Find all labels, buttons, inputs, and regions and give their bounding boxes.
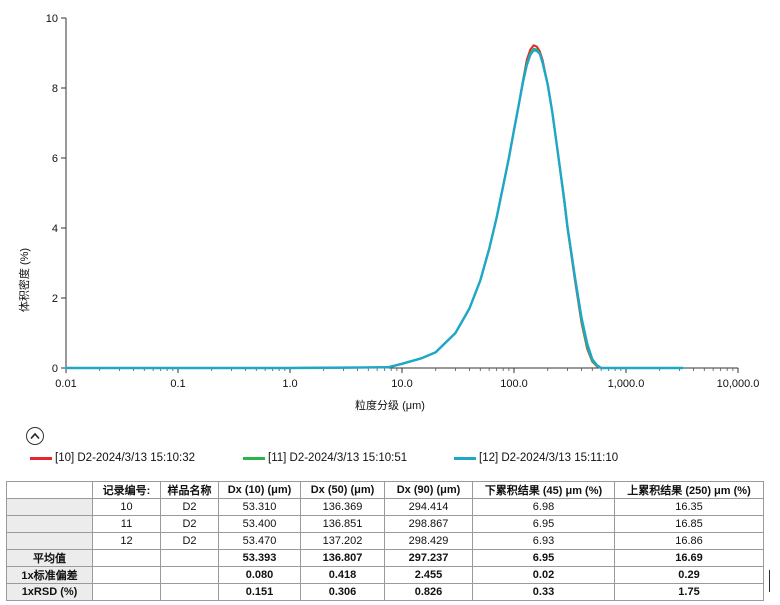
table-cell (92, 549, 161, 567)
table-cell: 16.69 (614, 549, 764, 567)
table-cell (92, 566, 161, 584)
table-cell: 6.95 (472, 549, 615, 567)
table-cell: D2 (160, 498, 219, 516)
table-cell: 0.151 (218, 583, 301, 601)
table-cell: 0.080 (218, 566, 301, 584)
table-cell (160, 583, 219, 601)
series-line-2 (64, 49, 684, 370)
table-cell (160, 566, 219, 584)
legend-swatch (30, 456, 52, 460)
table-cell: 53.470 (218, 532, 301, 550)
table-cell: 137.202 (300, 532, 385, 550)
table-cell: 0.29 (614, 566, 764, 584)
summary-row-mean: 平均值 53.393 136.807 297.237 6.95 16.69 (6, 549, 764, 567)
table-cell: D2 (160, 515, 219, 533)
column-header (6, 481, 93, 499)
table-cell: 136.851 (300, 515, 385, 533)
table-cell: D2 (160, 532, 219, 550)
row-header-cell: 平均值 (6, 549, 93, 567)
summary-row-std: 1x标准偏差 0.080 0.418 2.455 0.02 0.29 (6, 566, 764, 584)
column-header[interactable]: Dx (10) (μm) (218, 481, 301, 499)
table-cell: 0.306 (300, 583, 385, 601)
y-axis-label: 体积密度 (%) (19, 247, 31, 313)
table-cell: 294.414 (384, 498, 473, 516)
y-tick-label: 4 (52, 223, 58, 235)
table-cell: 16.86 (614, 532, 764, 550)
results-table: 记录编号: 样品名称 Dx (10) (μm) Dx (50) (μm) Dx … (6, 481, 764, 601)
table-cell: 298.429 (384, 532, 473, 550)
table-cell: 12 (92, 532, 161, 550)
table-cell: 298.867 (384, 515, 473, 533)
table-cell: 6.98 (472, 498, 615, 516)
column-header[interactable]: 上累积结果 (250) μm (%) (614, 481, 764, 499)
table-row[interactable]: 10 D2 53.310 136.369 294.414 6.98 16.35 (6, 498, 764, 516)
x-tick-label: 100.0 (500, 378, 528, 390)
table-cell: 297.237 (384, 549, 473, 567)
table-header-row: 记录编号: 样品名称 Dx (10) (μm) Dx (50) (μm) Dx … (6, 481, 764, 499)
particle-size-chart: 0 2 4 6 8 10 0.01 0.1 1.0 10.0 100.0 1,000.0 10,000.… (46, 13, 760, 390)
legend-swatch (454, 456, 476, 460)
x-tick-label: 1,000.0 (608, 378, 645, 390)
table-cell: 53.400 (218, 515, 301, 533)
table-cell: 53.393 (218, 549, 301, 567)
legend-item-series-12[interactable]: [12] D2-2024/3/13 15:11:10 (454, 452, 618, 464)
y-axis-label-wrapper: 体积密度 (%) (14, 230, 34, 330)
summary-row-rsd: 1xRSD (%) 0.151 0.306 0.826 0.33 1.75 (6, 583, 764, 601)
table-cell: 16.85 (614, 515, 764, 533)
x-axis-label: 粒度分级 (μm) (355, 400, 425, 412)
table-row[interactable]: 12 D2 53.470 137.202 298.429 6.93 16.86 (6, 532, 764, 550)
legend-item-series-10[interactable]: [10] D2-2024/3/13 15:10:32 (30, 452, 195, 464)
series-line-0 (65, 44, 684, 369)
table-cell: 10 (92, 498, 161, 516)
x-tick-label: 10.0 (391, 378, 412, 390)
y-tick-label: 8 (52, 83, 58, 95)
table-cell: 2.455 (384, 566, 473, 584)
row-header-cell (6, 498, 93, 516)
table-cell: 6.95 (472, 515, 615, 533)
series-line-1 (65, 47, 684, 369)
y-tick-label: 6 (52, 153, 58, 165)
table-cell: 0.826 (384, 583, 473, 601)
row-header-cell: 1x标准偏差 (6, 566, 93, 584)
table-row[interactable]: 11 D2 53.400 136.851 298.867 6.95 16.85 (6, 515, 764, 533)
table-cell: 16.35 (614, 498, 764, 516)
table-cell: 0.33 (472, 583, 615, 601)
x-tick-label: 0.1 (170, 378, 185, 390)
table-cell: 53.310 (218, 498, 301, 516)
table-cell: 0.02 (472, 566, 615, 584)
column-header[interactable]: Dx (90) (μm) (384, 481, 473, 499)
column-header[interactable]: 记录编号: (92, 481, 161, 499)
legend-item-series-11[interactable]: [11] D2-2024/3/13 15:10:51 (243, 452, 407, 464)
x-tick-label: 0.01 (55, 378, 76, 390)
column-header[interactable]: Dx (50) (μm) (300, 481, 385, 499)
table-cell: 1.75 (614, 583, 764, 601)
legend-label: [10] D2-2024/3/13 15:10:32 (55, 452, 196, 464)
row-header-cell (6, 515, 93, 533)
row-header-cell (6, 532, 93, 550)
table-cell: 6.93 (472, 532, 615, 550)
y-tick-label: 10 (46, 13, 58, 25)
table-cell: 0.418 (300, 566, 385, 584)
legend-label: [11] D2-2024/3/13 15:10:51 (268, 452, 408, 464)
x-tick-label: 10,000.0 (717, 378, 760, 390)
y-tick-label: 2 (52, 293, 58, 305)
resize-handle[interactable] (769, 570, 770, 592)
x-tick-label: 1.0 (282, 378, 297, 390)
chevron-up-icon (30, 432, 40, 440)
legend-swatch (243, 456, 265, 460)
collapse-legend-button[interactable] (26, 427, 44, 445)
legend-label: [12] D2-2024/3/13 15:11:10 (479, 452, 619, 464)
table-cell: 136.369 (300, 498, 385, 516)
table-cell: 11 (92, 515, 161, 533)
chart-legend: [10] D2-2024/3/13 15:10:32 [11] D2-2024/… (0, 452, 780, 470)
table-cell (160, 549, 219, 567)
column-header[interactable]: 下累积结果 (45) μm (%) (472, 481, 615, 499)
table-cell (92, 583, 161, 601)
table-cell: 136.807 (300, 549, 385, 567)
y-tick-label: 0 (52, 363, 58, 375)
row-header-cell: 1xRSD (%) (6, 583, 93, 601)
column-header[interactable]: 样品名称 (160, 481, 219, 499)
